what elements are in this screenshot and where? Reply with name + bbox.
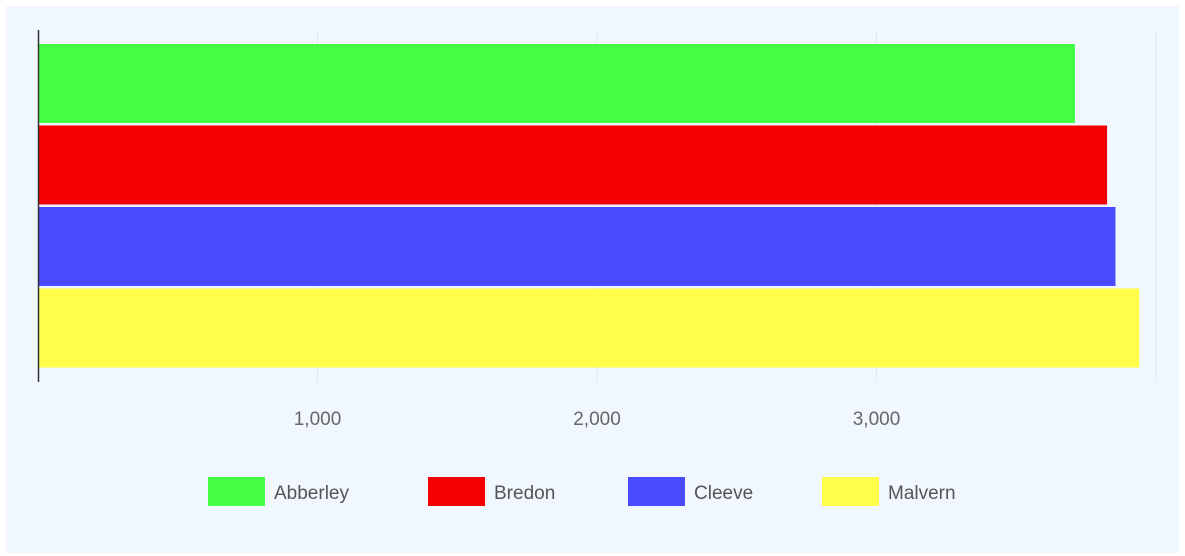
bar-malvern[interactable] (39, 288, 1140, 368)
bar-cleeve[interactable] (39, 207, 1116, 286)
legend-swatch (208, 477, 265, 506)
legend-item-bredon[interactable]: Bredon (428, 477, 555, 506)
legend-swatch (822, 477, 879, 506)
bar-bredon[interactable] (39, 125, 1108, 205)
x-tick-label: 2,000 (573, 409, 621, 430)
legend-label: Cleeve (694, 483, 753, 504)
legend: Abberley Bredon Cleeve Malvern (208, 477, 956, 506)
legend-item-malvern[interactable]: Malvern (822, 477, 956, 506)
legend-item-abberley[interactable]: Abberley (208, 477, 349, 506)
legend-item-cleeve[interactable]: Cleeve (628, 477, 753, 506)
x-tick-label: 3,000 (853, 409, 901, 430)
legend-swatch (628, 477, 685, 506)
legend-swatch (428, 477, 485, 506)
bars (39, 44, 1140, 368)
x-tick-label: 1,000 (294, 409, 342, 430)
legend-label: Abberley (274, 483, 349, 504)
legend-label: Bredon (494, 483, 555, 504)
x-axis-ticks: 1,000 2,000 3,000 (294, 409, 901, 430)
bar-abberley[interactable] (39, 44, 1075, 123)
legend-label: Malvern (888, 483, 956, 504)
